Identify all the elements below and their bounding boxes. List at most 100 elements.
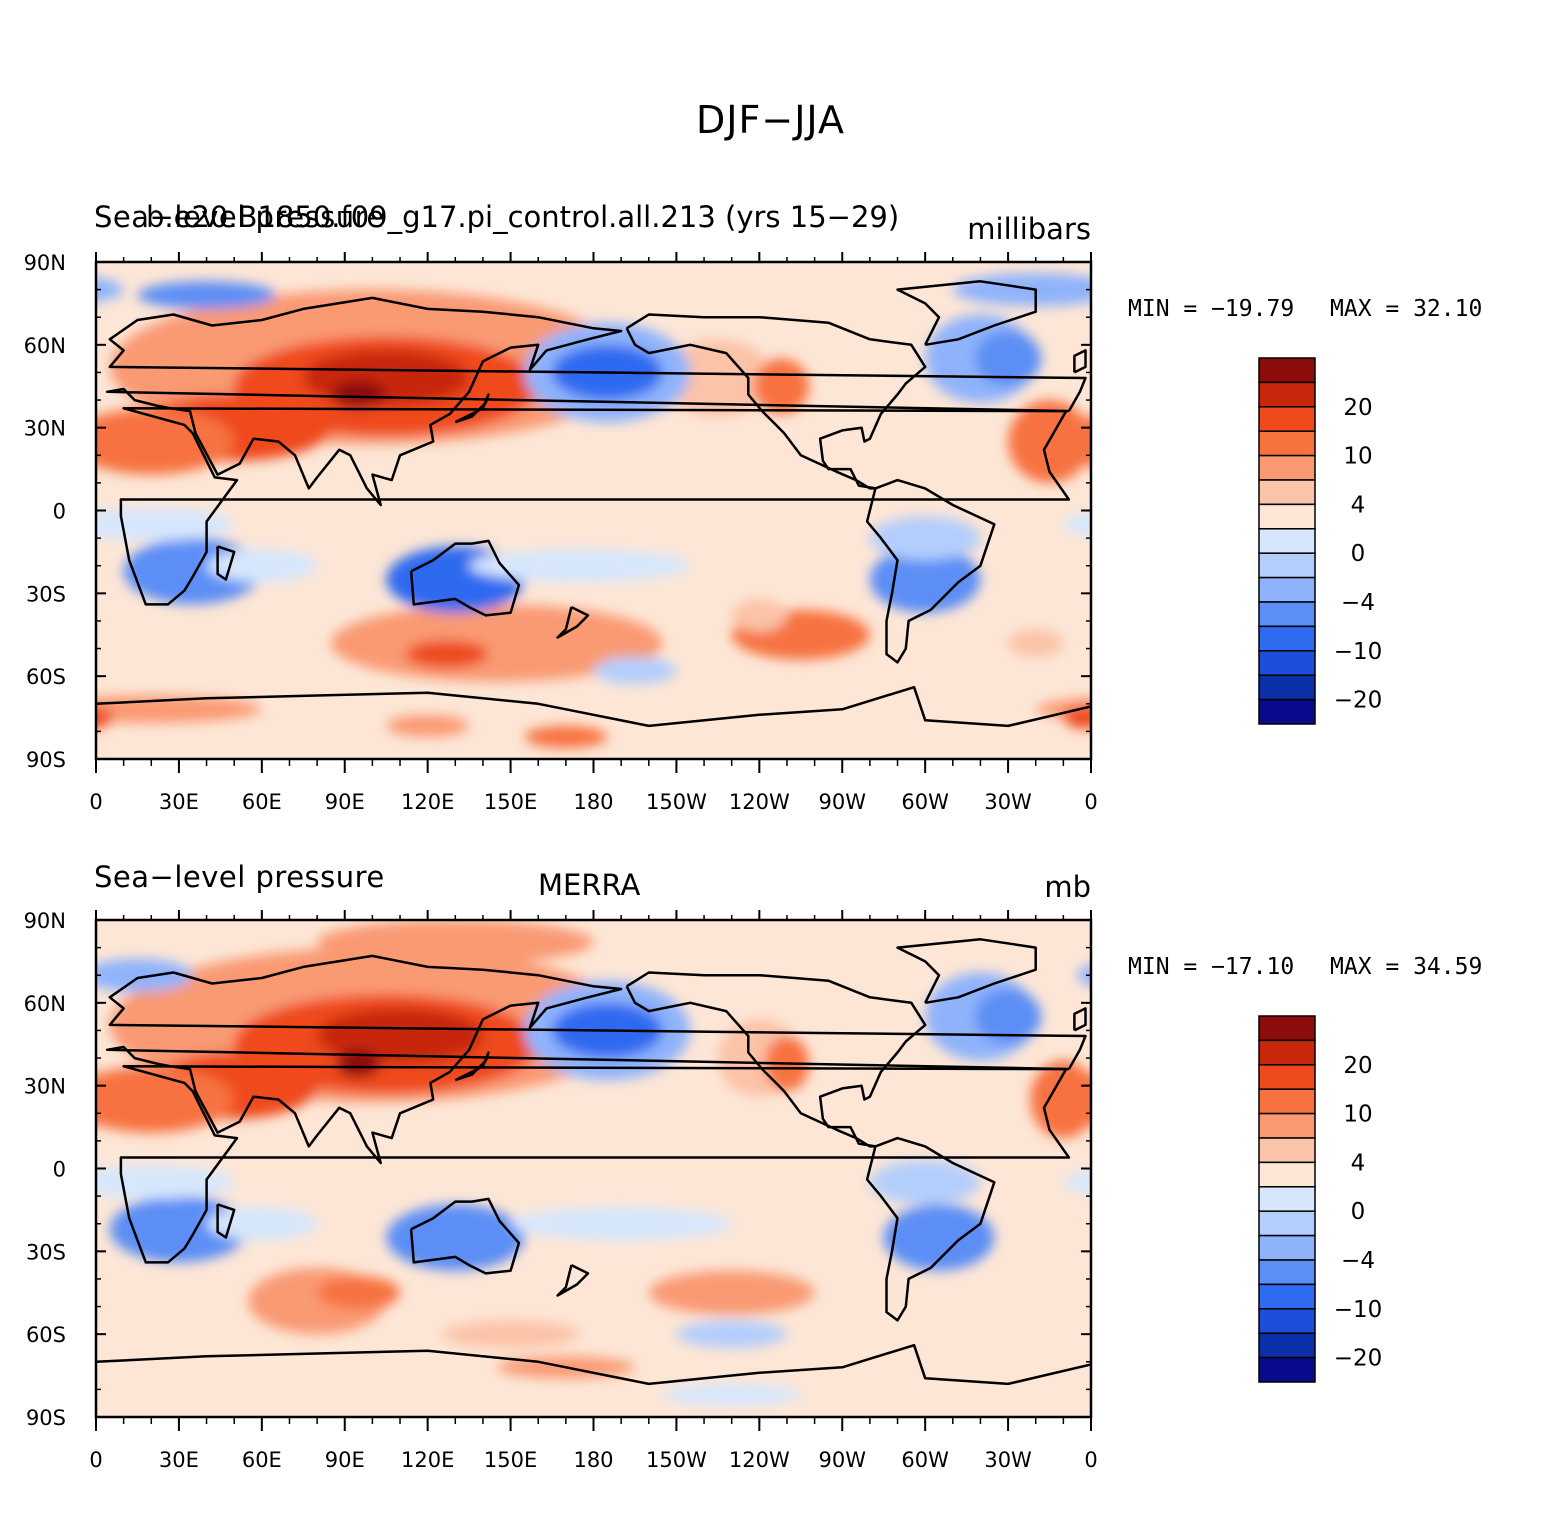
colorbar-box	[1258, 503, 1316, 530]
colorbar-label: 4	[1351, 492, 1366, 518]
colorbar-box	[1258, 357, 1316, 384]
anomaly-contour	[676, 1320, 787, 1348]
coastlines	[96, 938, 1091, 1386]
coastline	[1073, 349, 1087, 374]
anomaly-contour	[317, 1276, 401, 1310]
colorbar-box	[1258, 1015, 1316, 1042]
anomaly-contour	[1381, 1204, 1519, 1270]
colorbar-label: 10	[1343, 444, 1372, 470]
colorbar-box	[1258, 698, 1316, 725]
anomaly-contour	[96, 1165, 235, 1199]
colorbar-box	[1258, 1161, 1316, 1188]
colorbar-box	[1258, 1259, 1316, 1286]
anomaly-contour	[386, 1204, 525, 1271]
colorbar-label: −20	[1334, 688, 1383, 714]
panel2-left-title: Sea−level pressure	[94, 860, 385, 894]
lat-tick-label: 0	[53, 1158, 66, 1182]
coastline	[625, 971, 927, 1148]
coastline	[409, 1197, 521, 1275]
coastline	[216, 1203, 236, 1239]
colorbar-label: −4	[1341, 590, 1375, 616]
anomaly-contour	[336, 1049, 381, 1078]
colorbar-label: 0	[1351, 1199, 1366, 1225]
lat-tick-label: 30S	[26, 1240, 66, 1264]
panel2-max-label: MAX = 34.59	[1330, 954, 1483, 980]
lon-tick-label: 60W	[901, 1448, 949, 1472]
coastline	[896, 938, 1037, 1005]
lon-tick-label: 30W	[984, 790, 1032, 814]
colorbar-box	[1258, 479, 1316, 506]
coastline	[119, 407, 1071, 606]
panel2-right-title: mb	[1044, 870, 1091, 904]
colorbar-box	[1258, 1308, 1316, 1334]
lon-tick-label: 120W	[729, 1448, 790, 1472]
colorbar-label: −20	[1334, 1346, 1383, 1372]
anomaly-contour	[96, 706, 113, 729]
anomaly-contour	[96, 695, 262, 724]
anomaly-contour	[1105, 948, 1541, 1103]
lat-tick-label: 30N	[24, 1075, 66, 1099]
lat-tick-label: 60S	[26, 665, 66, 689]
colorbar-box	[1258, 1186, 1316, 1212]
panel1-min-label: MIN = −19.79	[1128, 296, 1295, 322]
lon-tick-label: 0	[89, 790, 102, 814]
lat-tick-label: 60N	[24, 992, 66, 1016]
colorbar-box	[1258, 381, 1316, 408]
lon-tick-label: 30E	[159, 790, 199, 814]
coastline	[865, 1136, 996, 1322]
lon-tick-label: 0	[89, 1448, 102, 1472]
anomaly-contour	[317, 920, 594, 965]
anomaly-contour	[1381, 715, 1464, 737]
anomaly-contour	[330, 380, 387, 409]
anomaly-contour	[1063, 1169, 1091, 1195]
anomaly-contour	[1401, 640, 1484, 668]
lon-tick-label: 30E	[159, 1448, 199, 1472]
colorbar-box	[1258, 576, 1316, 603]
anomaly-contour	[1030, 1060, 1091, 1139]
map-panel-2	[0, 920, 1541, 1417]
anomaly-contour	[974, 331, 1042, 387]
figure-title: DJF−JJA	[696, 98, 845, 142]
anomaly-contour	[1436, 1320, 1541, 1348]
lat-tick-label: 30N	[24, 417, 66, 441]
coastline	[105, 954, 1087, 1165]
colorbar-label: 20	[1343, 395, 1372, 421]
anomaly-contour	[1077, 964, 1091, 987]
lon-tick-label: 150W	[646, 1448, 707, 1472]
lon-tick-label: 90E	[325, 1448, 365, 1472]
lon-tick-label: 90W	[819, 1448, 867, 1472]
colorbar-label: −4	[1341, 1248, 1375, 1274]
lon-tick-label: 0	[1084, 790, 1097, 814]
panel1-left-title: Sea−level pressure	[94, 200, 385, 234]
anomaly-contour	[662, 1383, 801, 1406]
anomaly-contour	[869, 1160, 981, 1205]
lon-tick-label: 30W	[984, 1448, 1032, 1472]
lon-tick-label: 60E	[242, 790, 282, 814]
lon-tick-label: 120E	[401, 1448, 454, 1472]
coastline	[556, 1263, 590, 1297]
coastline	[454, 1051, 490, 1082]
panel2-min-label: MIN = −17.10	[1128, 954, 1295, 980]
anomaly-contour	[731, 598, 787, 632]
anomaly-contour	[0, 314, 41, 402]
anomaly-contour	[1105, 290, 1541, 445]
anomaly-contour	[1519, 323, 1541, 422]
panel1-max-label: MAX = 32.10	[1330, 296, 1483, 322]
lon-tick-label: 180	[573, 790, 613, 814]
anomaly-contour	[0, 972, 41, 1060]
anomaly-contour	[96, 507, 235, 541]
colorbar-box	[1258, 1088, 1316, 1115]
colorbar-box	[1258, 1039, 1316, 1066]
lat-tick-label: 90N	[24, 909, 66, 933]
lon-tick-label: 120W	[729, 790, 790, 814]
lat-tick-label: 90S	[26, 748, 66, 772]
colorbar-box	[1258, 528, 1316, 554]
colorbar-label: 10	[1343, 1102, 1372, 1128]
anomaly-contour	[648, 1270, 815, 1315]
lon-tick-label: 60E	[242, 1448, 282, 1472]
coastline	[409, 539, 521, 617]
colorbar-label: 0	[1351, 541, 1366, 567]
colorbar-box	[1258, 650, 1316, 676]
lat-tick-label: 90N	[24, 251, 66, 275]
coastline	[96, 685, 1091, 728]
